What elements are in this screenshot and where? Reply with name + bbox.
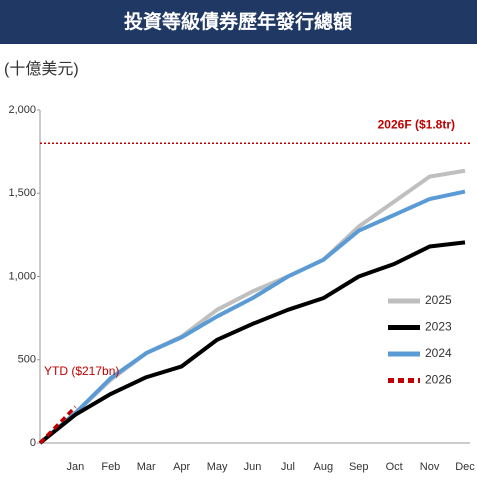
x-tick-label: Jul xyxy=(281,461,295,473)
annotation: YTD ($217bn) xyxy=(44,364,119,378)
x-tick-label: Jun xyxy=(244,461,262,473)
series-line xyxy=(38,240,466,445)
unit-label: (十億美元) xyxy=(4,60,79,78)
chart-title: 投資等級債券歷年發行總額 xyxy=(124,10,352,33)
y-tick-label: 500 xyxy=(18,354,36,366)
x-tick-label: Oct xyxy=(386,461,403,473)
y-tick-label: 0 xyxy=(30,437,36,449)
reference-label: 2026F ($1.8tr) xyxy=(378,117,455,131)
x-tick-label: Aug xyxy=(314,461,334,473)
x-tick-label: Apr xyxy=(173,461,190,473)
x-tick-label: Jan xyxy=(67,461,85,473)
x-tick-label: Sep xyxy=(349,461,369,473)
x-tick-label: Dec xyxy=(455,461,475,473)
y-tick-label: 2,000 xyxy=(8,104,36,116)
y-tick-label: 1,000 xyxy=(8,270,36,282)
legend-label: 2024 xyxy=(425,346,452,360)
y-tick-label: 1,500 xyxy=(8,187,36,199)
x-tick-label: Nov xyxy=(420,461,440,473)
legend-label: 2026 xyxy=(425,373,452,387)
title-bar xyxy=(0,0,477,44)
series-line xyxy=(38,189,466,445)
x-tick-label: May xyxy=(207,461,228,473)
series-line xyxy=(38,405,77,445)
x-tick-label: Feb xyxy=(101,461,120,473)
legend-label: 2025 xyxy=(425,293,452,307)
x-tick-label: Mar xyxy=(137,461,156,473)
legend-label: 2023 xyxy=(425,320,452,334)
